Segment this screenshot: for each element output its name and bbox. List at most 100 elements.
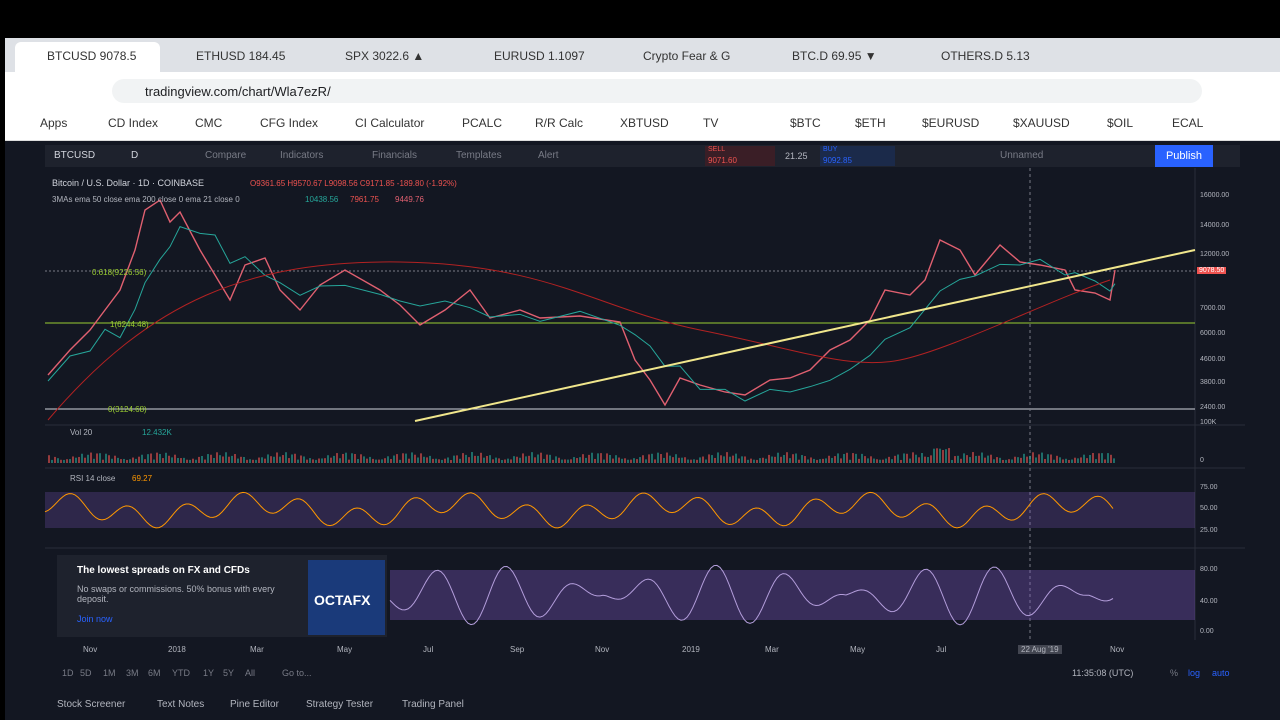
volume-bar <box>852 453 854 463</box>
range-button[interactable]: 1D <box>62 668 74 678</box>
browser-tab[interactable] <box>462 42 607 72</box>
publish-button[interactable]: Publish <box>1155 145 1213 167</box>
toolbar-item[interactable]: Compare <box>205 150 247 161</box>
volume-bar <box>678 457 680 463</box>
browser-tab[interactable] <box>15 42 160 72</box>
volume-bar <box>105 453 107 463</box>
bookmark[interactable]: ECAL <box>1172 116 1204 130</box>
range-button[interactable]: All <box>245 668 256 678</box>
toolbar-item[interactable]: Financials <box>372 150 418 161</box>
bookmark[interactable]: $OIL <box>1107 116 1134 130</box>
volume-bar <box>189 459 191 463</box>
range-button[interactable]: 5D <box>80 668 92 678</box>
url-box[interactable] <box>112 79 1202 103</box>
bookmark[interactable]: CI Calculator <box>355 116 425 130</box>
volume-bar <box>690 459 692 463</box>
volume-bar <box>558 457 560 463</box>
sell-price: 9071.60 <box>708 156 737 165</box>
bookmark[interactable]: $BTC <box>790 116 821 130</box>
volume-bar <box>99 453 101 463</box>
volume-bar <box>936 448 938 463</box>
spread: 21.25 <box>785 151 808 161</box>
axis-option[interactable]: log <box>1188 668 1201 678</box>
axis-option[interactable]: % <box>1170 668 1179 678</box>
bottom-tab[interactable]: Strategy Tester <box>306 699 374 710</box>
layout-name[interactable]: Unnamed <box>1000 150 1044 161</box>
toolbar-item[interactable]: Templates <box>456 150 502 161</box>
volume-bar <box>792 454 794 463</box>
buy-box[interactable] <box>820 146 895 166</box>
tab-title: OTHERS.D 5.13 <box>941 49 1030 63</box>
bottom-tab[interactable]: Pine Editor <box>230 699 279 710</box>
bookmark[interactable]: $XAUUSD <box>1013 116 1070 130</box>
ad-body: No swaps or commissions. 50% bonus with … <box>77 584 275 604</box>
volume-bar <box>720 455 722 463</box>
volume-bar <box>132 457 134 463</box>
volume-bar <box>75 457 77 463</box>
bookmark[interactable]: $ETH <box>855 116 886 130</box>
bottom-tab[interactable]: Trading Panel <box>402 699 464 710</box>
volume-bar <box>492 459 494 463</box>
browser-tab[interactable] <box>760 42 905 72</box>
volume-bar <box>405 453 407 463</box>
browser-tab[interactable] <box>313 42 458 72</box>
fib-label: 1(6244.48) <box>110 320 149 329</box>
volume-bar <box>315 459 317 463</box>
rsi-label: RSI 14 close <box>70 474 116 483</box>
volume-bar <box>1077 458 1079 463</box>
bookmark[interactable]: PCALC <box>462 116 503 130</box>
sell-box[interactable] <box>705 146 775 166</box>
bookmark[interactable]: Apps <box>40 116 68 130</box>
bookmark[interactable]: XBTUSD <box>620 116 669 130</box>
volume-bar <box>279 456 281 463</box>
range-button[interactable]: 6M <box>148 668 161 678</box>
time-axis-label: 2019 <box>682 645 700 654</box>
interval[interactable]: D <box>131 150 139 161</box>
browser-tab[interactable] <box>164 42 309 72</box>
ad-cta[interactable]: Join now <box>77 614 113 624</box>
volume-bar <box>111 458 113 463</box>
volume-bar <box>489 455 491 463</box>
volume-bar <box>129 459 131 463</box>
bookmark[interactable]: TV <box>703 116 719 130</box>
bottom-tab[interactable]: Stock Screener <box>57 699 126 710</box>
price-axis-label: 16000.00 <box>1200 192 1230 199</box>
volume-bar <box>933 448 935 463</box>
bookmark[interactable]: $EURUSD <box>922 116 980 130</box>
volume-bar <box>201 455 203 463</box>
volume-bar <box>288 458 290 463</box>
browser-tab[interactable] <box>611 42 756 72</box>
toolbar-item[interactable]: Indicators <box>280 150 324 161</box>
volume-bar <box>432 458 434 463</box>
volume-bar <box>810 457 812 463</box>
volume-bar <box>588 454 590 463</box>
toolbar-item[interactable]: Alert <box>538 150 559 161</box>
bookmark[interactable]: CFG Index <box>260 116 319 130</box>
volume-bar <box>66 459 68 463</box>
bookmark[interactable]: R/R Calc <box>535 116 584 130</box>
bottom-tab[interactable]: Text Notes <box>157 699 205 710</box>
buy-label: BUY <box>823 146 838 153</box>
volume-bar <box>648 454 650 463</box>
volume-bar <box>522 453 524 463</box>
volume-bar <box>660 454 662 463</box>
range-button[interactable]: 1M <box>103 668 116 678</box>
volume-bar <box>840 458 842 463</box>
volume-bar <box>291 454 293 463</box>
range-button[interactable]: 1Y <box>203 668 215 678</box>
range-button[interactable]: YTD <box>172 668 190 678</box>
axis-option[interactable]: auto <box>1212 668 1230 678</box>
range-button[interactable]: 5Y <box>223 668 235 678</box>
browser-tab[interactable] <box>909 42 1054 72</box>
volume-bar <box>1110 454 1112 463</box>
goto[interactable]: Go to... <box>282 668 312 678</box>
range-button[interactable]: 3M <box>126 668 139 678</box>
volume-bar <box>444 458 446 463</box>
tab-title: Crypto Fear & G <box>643 49 731 63</box>
bookmark[interactable]: CD Index <box>108 116 159 130</box>
volume-bar <box>912 452 914 463</box>
bookmark[interactable]: CMC <box>195 116 223 130</box>
volume-bar <box>303 456 305 463</box>
volume-bar <box>654 459 656 463</box>
